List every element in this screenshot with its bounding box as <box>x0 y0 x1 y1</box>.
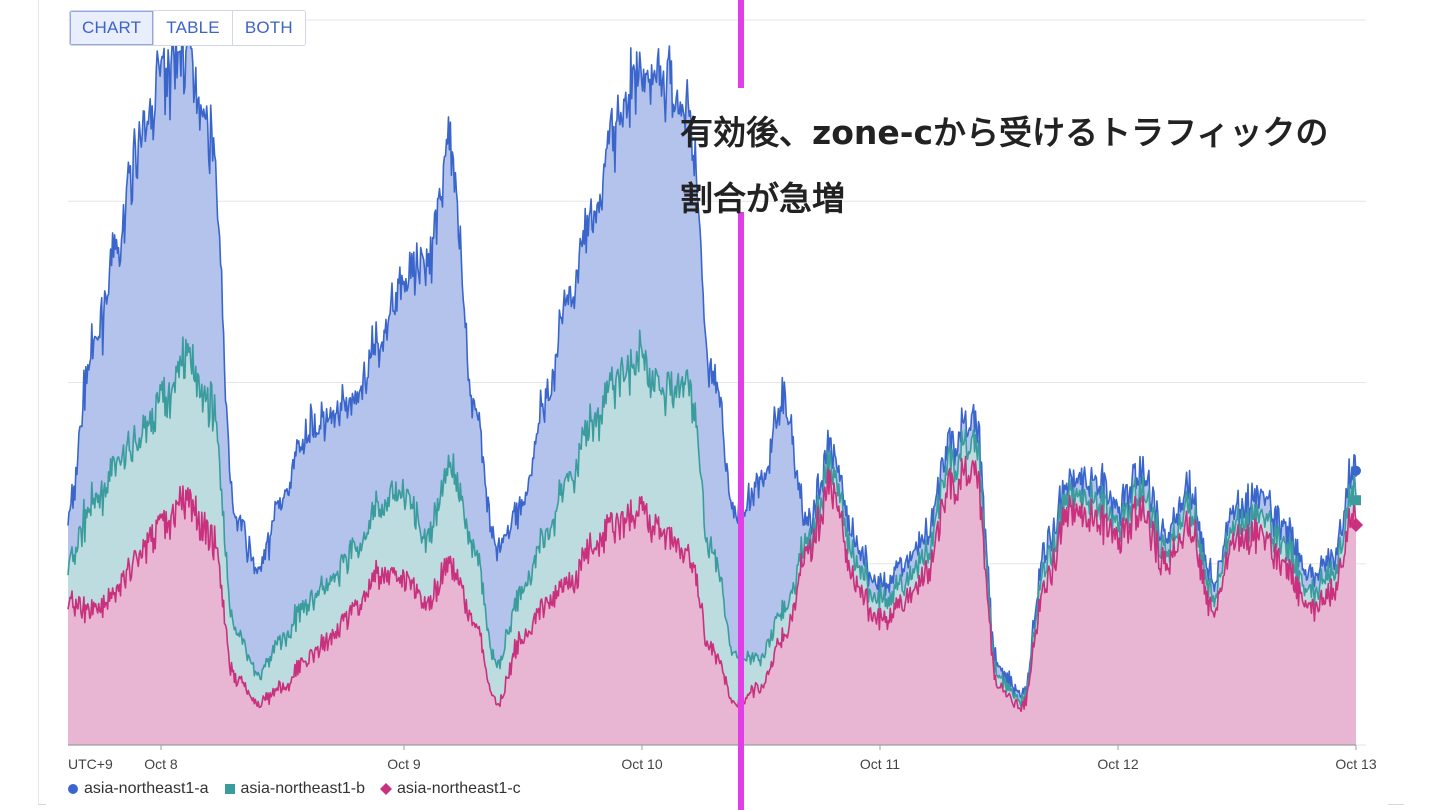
legend-item-c[interactable]: asia-northeast1-c <box>380 780 521 798</box>
series-a-line <box>67 21 1357 699</box>
legend-label-b: asia-northeast1-b <box>240 780 366 797</box>
series-a-end-marker <box>1351 465 1361 476</box>
series-b-line <box>67 329 1357 709</box>
legend-marker-a <box>68 784 78 794</box>
page-border <box>38 804 46 805</box>
page-border <box>1388 804 1404 805</box>
annotation-text: 有効後、zone-cから受けるトラフィックの 割合が急増 <box>680 113 1329 218</box>
legend-item-b[interactable]: asia-northeast1-b <box>224 780 366 798</box>
series-b-end-marker <box>1351 495 1361 506</box>
x-tick-label: Oct 11 <box>860 756 900 772</box>
legend-label-a: asia-northeast1-a <box>84 780 209 797</box>
x-tick-label: Oct 13 <box>1335 756 1376 772</box>
legend-label-c: asia-northeast1-c <box>397 780 521 797</box>
series-c-end-marker <box>1348 517 1364 533</box>
legend-marker-c <box>380 782 393 796</box>
view-toggle: CHART TABLE BOTH <box>69 10 306 46</box>
series-c-line <box>67 455 1357 713</box>
table-view-button[interactable]: TABLE <box>154 11 233 45</box>
x-tick-label: Oct 9 <box>387 756 421 772</box>
x-tick-label: Oct 8 <box>144 756 178 772</box>
x-tick-label: Oct 10 <box>621 756 662 772</box>
page-border <box>38 0 39 805</box>
series-c-area <box>68 456 1356 745</box>
chart-legend: asia-northeast1-a asia-northeast1-b asia… <box>68 778 521 800</box>
x-tick-label: Oct 12 <box>1097 756 1138 772</box>
both-view-button[interactable]: BOTH <box>232 11 305 45</box>
legend-marker-b <box>224 784 235 794</box>
timezone-label: UTC+9 <box>68 756 113 772</box>
chart-view-button[interactable]: CHART <box>70 11 155 45</box>
legend-item-a[interactable]: asia-northeast1-a <box>68 780 209 798</box>
